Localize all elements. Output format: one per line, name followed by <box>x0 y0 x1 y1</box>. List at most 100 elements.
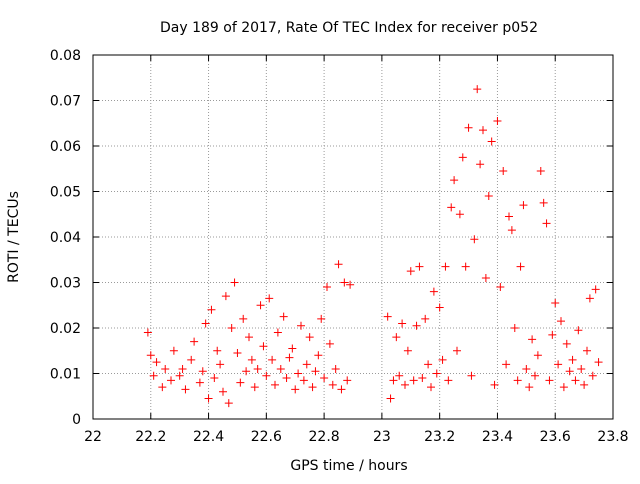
data-point <box>418 374 427 383</box>
data-point <box>525 383 534 392</box>
data-point <box>161 364 170 373</box>
data-point <box>473 85 482 94</box>
y-tick-label: 0.02 <box>50 321 81 337</box>
data-point <box>557 317 565 326</box>
plot-frame <box>92 54 614 420</box>
data-point <box>331 364 340 373</box>
data-point <box>421 314 430 323</box>
series-roti <box>143 85 603 408</box>
data-point <box>427 383 435 392</box>
data-point <box>302 360 311 369</box>
data-point <box>262 371 271 380</box>
data-point <box>247 355 256 364</box>
data-point <box>210 374 219 383</box>
data-point <box>190 337 199 346</box>
x-axis-label: GPS time / hours <box>290 458 407 474</box>
data-point <box>392 333 401 342</box>
data-point <box>502 360 511 369</box>
data-point <box>467 371 476 380</box>
data-point <box>424 360 433 369</box>
data-point <box>450 176 459 185</box>
data-point <box>458 153 467 162</box>
data-point <box>536 167 545 176</box>
data-point <box>207 305 216 314</box>
data-point <box>305 333 314 342</box>
data-point <box>464 123 473 132</box>
x-tick-label: 22.8 <box>309 429 340 445</box>
data-point <box>398 319 407 328</box>
x-tick-label: 23.6 <box>540 429 571 445</box>
data-point <box>528 335 537 344</box>
data-point <box>513 376 522 385</box>
data-point <box>585 294 594 303</box>
data-point <box>268 355 277 364</box>
data-point <box>198 367 207 376</box>
data-point <box>415 262 424 271</box>
data-point <box>470 235 479 244</box>
data-point <box>282 374 291 383</box>
x-tick-label: 23.2 <box>424 429 455 445</box>
y-axis-label: ROTI / TECUs <box>6 191 22 283</box>
data-point <box>542 219 551 228</box>
data-point <box>299 376 308 385</box>
y-tick-label: 0.08 <box>50 48 81 64</box>
data-point <box>533 351 542 360</box>
data-point <box>149 371 158 380</box>
y-tick-label: 0.05 <box>50 185 81 201</box>
data-point <box>328 380 337 389</box>
data-point <box>583 346 591 355</box>
data-point <box>493 116 502 125</box>
data-point <box>224 399 233 408</box>
data-point <box>230 278 239 287</box>
data-point <box>484 192 493 201</box>
x-tick-label: 23 <box>373 429 391 445</box>
data-point <box>143 328 152 337</box>
data-point <box>539 198 548 207</box>
data-point <box>178 364 187 373</box>
data-point <box>479 126 487 135</box>
data-point <box>158 383 167 392</box>
data-point <box>507 226 516 235</box>
data-point <box>545 376 554 385</box>
y-tick-label: 0.06 <box>50 139 81 155</box>
data-point <box>273 328 282 337</box>
data-point <box>253 364 262 373</box>
data-point <box>562 339 571 348</box>
data-point <box>395 371 404 380</box>
data-point <box>455 210 464 219</box>
data-point <box>297 321 305 330</box>
data-point <box>487 137 496 146</box>
data-point <box>386 394 395 403</box>
data-point <box>227 324 236 332</box>
x-tick-label: 23.8 <box>597 429 628 445</box>
data-point <box>481 273 490 282</box>
data-point <box>340 278 349 287</box>
grid-layer <box>93 55 613 419</box>
data-point <box>343 376 352 385</box>
data-point <box>383 312 392 321</box>
data-point <box>175 371 184 380</box>
data-point <box>594 358 603 367</box>
data-point <box>548 330 557 339</box>
y-tick-label: 0 <box>72 412 81 428</box>
data-point <box>279 312 288 321</box>
data-point <box>146 351 155 360</box>
data-point <box>308 383 317 392</box>
data-point <box>522 364 531 373</box>
data-point <box>565 367 574 376</box>
data-point <box>204 394 213 403</box>
data-point <box>245 333 253 342</box>
data-point <box>233 349 242 358</box>
data-point <box>580 380 589 389</box>
data-point <box>447 203 456 212</box>
data-point <box>221 292 230 301</box>
data-point <box>325 339 334 348</box>
data-point <box>510 324 519 332</box>
data-point <box>311 367 320 376</box>
data-point <box>337 385 346 394</box>
data-point <box>559 383 568 392</box>
points-layer <box>143 85 603 408</box>
data-point <box>412 321 421 330</box>
data-point <box>577 364 586 373</box>
